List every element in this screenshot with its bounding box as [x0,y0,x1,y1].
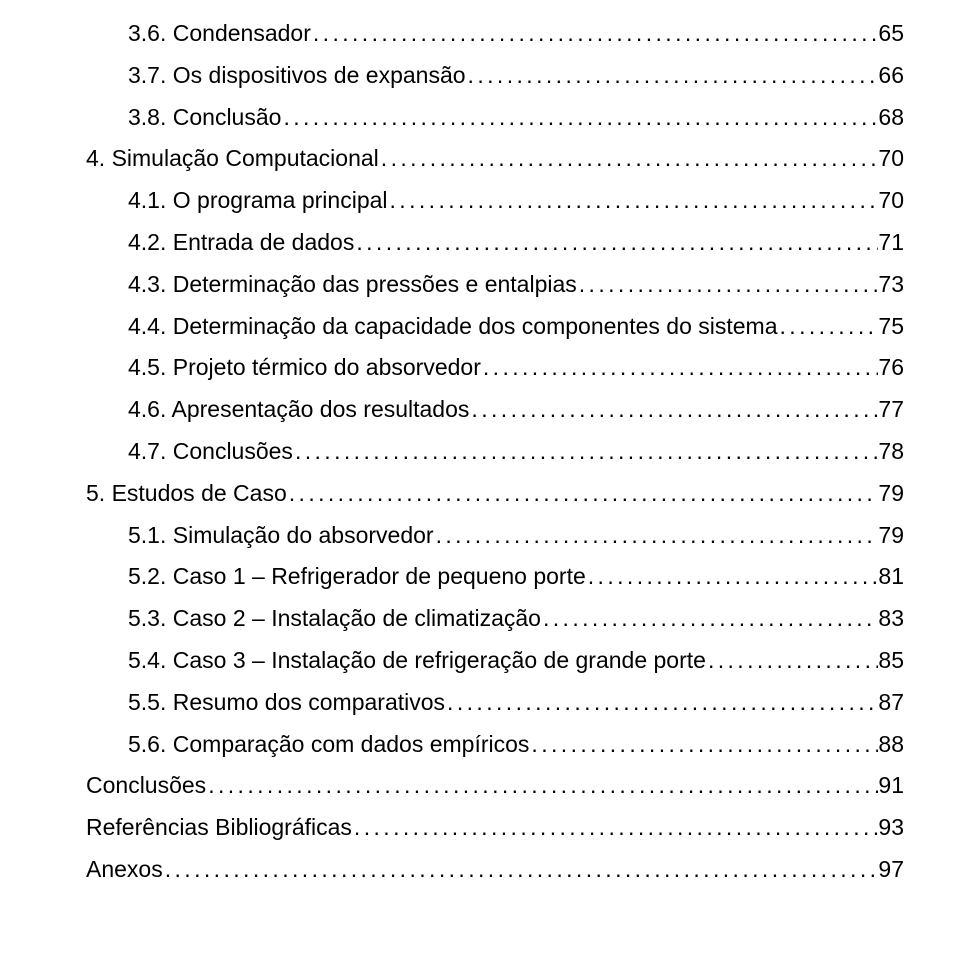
toc-entry-page: 83 [878,607,904,630]
toc-entry-title: 4.2. Entrada de dados [128,231,354,254]
toc-leader-dots: ........................................… [466,64,879,87]
toc-entry-page: 71 [878,231,904,254]
toc-entry-title: 4.3. Determinação das pressões e entalpi… [128,273,577,296]
toc-entry: 3.8. Conclusão..........................… [86,106,904,129]
toc-leader-dots: ........................................… [481,356,879,379]
toc-entry-title: 5.4. Caso 3 – Instalação de refrigeração… [128,649,706,672]
toc-leader-dots: ........................................… [388,189,879,212]
toc-entry-page: 65 [878,22,904,45]
toc-entry-page: 91 [878,774,904,797]
toc-entry: Referências Bibliográficas..............… [86,816,904,839]
toc-entry: Conclusões..............................… [86,774,904,797]
toc-entry-title: 3.7. Os dispositivos de expansão [128,64,466,87]
toc-entry: 5. Estudos de Caso......................… [86,482,904,505]
toc-entry: 4.5. Projeto térmico do absorvedor......… [86,356,904,379]
toc-entry-page: 70 [878,147,904,170]
toc-leader-dots: ........................................… [445,691,878,714]
toc-entry: 5.6. Comparação com dados empíricos.....… [86,733,904,756]
toc-leader-dots: ........................................… [293,440,878,463]
toc-entry: 4.7. Conclusões.........................… [86,440,904,463]
toc-leader-dots: ........................................… [287,482,879,505]
toc-leader-dots: ........................................… [469,398,878,421]
toc-leader-dots: ........................................… [434,524,879,547]
toc-leader-dots: ........................................… [206,774,878,797]
toc-entry-title: Referências Bibliográficas [86,816,352,839]
toc-entry: 5.1. Simulação do absorvedor............… [86,524,904,547]
toc-entry: 4.6. Apresentação dos resultados........… [86,398,904,421]
toc-entry-page: 68 [878,106,904,129]
toc-entry-page: 85 [878,649,904,672]
toc-entry-title: Anexos [86,858,163,881]
toc-leader-dots: ........................................… [311,22,879,45]
toc-entry-page: 88 [878,733,904,756]
toc-list: 3.6. Condensador........................… [86,22,904,881]
toc-entry-page: 77 [878,398,904,421]
toc-entry-page: 73 [878,273,904,296]
toc-entry: 4.1. O programa principal...............… [86,189,904,212]
toc-entry-page: 81 [878,565,904,588]
toc-leader-dots: ........................................… [163,858,879,881]
toc-leader-dots: ........................................… [352,816,879,839]
toc-leader-dots: ........................................… [778,315,879,338]
toc-entry: 4.3. Determinação das pressões e entalpi… [86,273,904,296]
toc-entry-page: 87 [878,691,904,714]
toc-entry-title: 5.1. Simulação do absorvedor [128,524,434,547]
toc-entry: 5.3. Caso 2 – Instalação de climatização… [86,607,904,630]
toc-leader-dots: ........................................… [706,649,878,672]
toc-entry: 5.5. Resumo dos comparativos............… [86,691,904,714]
toc-leader-dots: ........................................… [379,147,879,170]
toc-entry: 4.4. Determinação da capacidade dos comp… [86,315,904,338]
toc-entry-page: 97 [878,858,904,881]
toc-entry-page: 78 [878,440,904,463]
toc-entry-title: 4.4. Determinação da capacidade dos comp… [128,315,778,338]
toc-entry-title: 4.7. Conclusões [128,440,293,463]
toc-entry: 4.2. Entrada de dados...................… [86,231,904,254]
toc-entry-title: 5.5. Resumo dos comparativos [128,691,445,714]
toc-entry: 3.6. Condensador........................… [86,22,904,45]
toc-entry: 5.2. Caso 1 – Refrigerador de pequeno po… [86,565,904,588]
toc-entry-title: 5.3. Caso 2 – Instalação de climatização [128,607,541,630]
toc-entry: 5.4. Caso 3 – Instalação de refrigeração… [86,649,904,672]
toc-entry-title: 5.2. Caso 1 – Refrigerador de pequeno po… [128,565,586,588]
toc-entry-title: 3.8. Conclusão [128,106,281,129]
toc-entry-page: 79 [878,482,904,505]
toc-entry: 3.7. Os dispositivos de expansão........… [86,64,904,87]
toc-leader-dots: ........................................… [354,231,878,254]
toc-entry-title: 3.6. Condensador [128,22,311,45]
toc-entry-page: 79 [878,524,904,547]
toc-page: 3.6. Condensador........................… [0,0,960,940]
toc-leader-dots: ........................................… [529,733,878,756]
toc-leader-dots: ........................................… [586,565,879,588]
toc-entry-page: 70 [878,189,904,212]
toc-entry-page: 66 [878,64,904,87]
toc-entry-title: 4.6. Apresentação dos resultados [128,398,469,421]
toc-leader-dots: ........................................… [541,607,878,630]
toc-entry-title: 4. Simulação Computacional [86,147,379,170]
toc-entry-title: 4.5. Projeto térmico do absorvedor [128,356,481,379]
toc-entry-title: 5. Estudos de Caso [86,482,287,505]
toc-entry-title: Conclusões [86,774,206,797]
toc-entry-page: 76 [878,356,904,379]
toc-entry-title: 5.6. Comparação com dados empíricos [128,733,529,756]
toc-leader-dots: ........................................… [281,106,878,129]
toc-leader-dots: ........................................… [577,273,879,296]
toc-entry-title: 4.1. O programa principal [128,189,388,212]
toc-entry: Anexos..................................… [86,858,904,881]
toc-entry-page: 75 [878,315,904,338]
toc-entry-page: 93 [878,816,904,839]
toc-entry: 4. Simulação Computacional..............… [86,147,904,170]
